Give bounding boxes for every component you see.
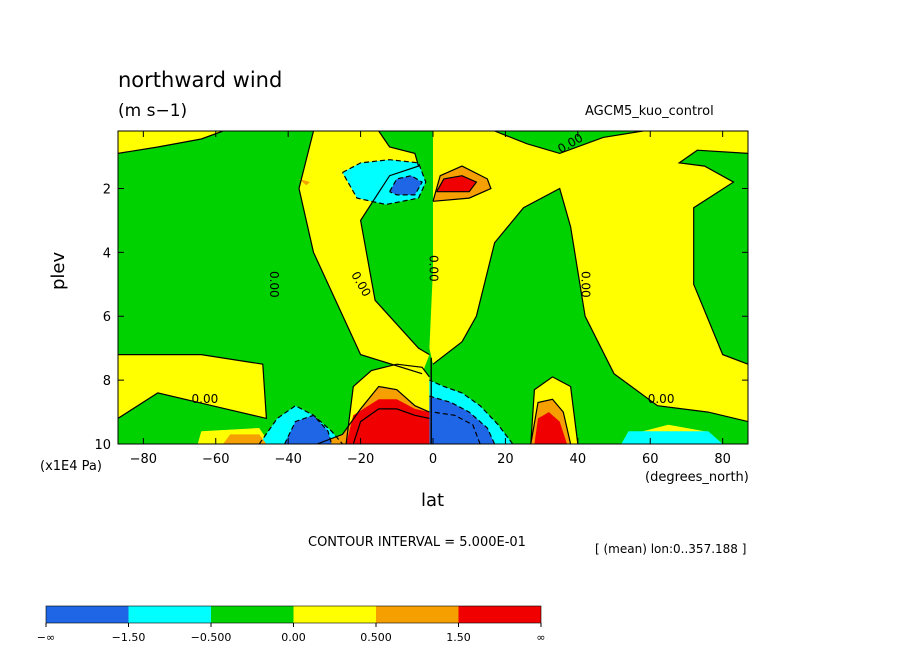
x-axis-units: (degrees_north) bbox=[645, 470, 749, 485]
contour-region-pos-mid bbox=[299, 178, 310, 186]
contour-line bbox=[530, 398, 572, 444]
contour-line bbox=[352, 408, 430, 444]
colorbar-swatch bbox=[293, 606, 376, 623]
colorbar-label: −∞ bbox=[37, 631, 55, 644]
contour-region-neg-low bbox=[621, 431, 723, 444]
contour-region-pos-low bbox=[118, 131, 223, 154]
contour-region-pos-high bbox=[346, 399, 430, 444]
x-tick-label: 60 bbox=[642, 452, 659, 467]
y-tick-label: 2 bbox=[103, 182, 111, 197]
contour-label: 0.00 bbox=[267, 271, 281, 298]
contour-region-neg-mid bbox=[429, 396, 495, 444]
contour-line bbox=[359, 131, 430, 356]
contour-line bbox=[677, 149, 748, 365]
contour-region-pos-low bbox=[429, 131, 748, 422]
contour-region-pos-high bbox=[436, 175, 477, 192]
contour-line-negative bbox=[432, 411, 481, 444]
dataset-label: AGCM5_kuo_control bbox=[585, 104, 714, 119]
contour-line bbox=[432, 187, 748, 423]
contour-line-negative bbox=[341, 159, 427, 206]
y-tick-label: 10 bbox=[94, 438, 111, 453]
colorbar-label: 1.50 bbox=[446, 631, 471, 644]
contour-label: 0.00 bbox=[427, 255, 441, 282]
contour-line bbox=[316, 385, 430, 444]
colorbar-label: −1.50 bbox=[112, 631, 146, 644]
y-axis-units: (x1E4 Pa) bbox=[40, 459, 102, 474]
contour-line bbox=[530, 376, 579, 444]
x-tick-label: −60 bbox=[202, 452, 229, 467]
x-tick-label: −40 bbox=[274, 452, 301, 467]
y-axis-label: plev bbox=[48, 251, 69, 290]
colorbar-swatch bbox=[376, 606, 459, 623]
contour-line-negative bbox=[389, 175, 423, 196]
contour-line-negative bbox=[258, 404, 343, 444]
contour-interval-text: CONTOUR INTERVAL = 5.000E-01 bbox=[308, 535, 526, 550]
contour-region-pos-high bbox=[534, 412, 567, 444]
contour-region-neg-mid bbox=[389, 175, 423, 195]
contour-line-negative bbox=[429, 395, 496, 444]
contour-region-pos-low bbox=[118, 354, 267, 419]
contour-line bbox=[494, 131, 644, 155]
colorbar-label: −0.500 bbox=[191, 631, 232, 644]
contour-line bbox=[345, 363, 430, 444]
contour-line bbox=[436, 175, 478, 193]
colorbar-swatch bbox=[458, 606, 541, 623]
colorbar-swatch bbox=[211, 606, 294, 623]
contour-line bbox=[432, 165, 492, 202]
contour-label: 0.00 bbox=[648, 392, 675, 406]
y-tick-label: 8 bbox=[103, 374, 111, 389]
colorbar-label: 0.00 bbox=[281, 631, 306, 644]
contour-line-negative bbox=[284, 414, 333, 444]
x-tick-label: 80 bbox=[714, 452, 731, 467]
x-tick-label: −20 bbox=[347, 452, 374, 467]
chart-units: (m s−1) bbox=[118, 101, 188, 121]
x-tick-label: 20 bbox=[497, 452, 514, 467]
y-tick-label: 4 bbox=[103, 246, 111, 261]
contour-label: 0.00 bbox=[192, 392, 219, 406]
contour-label: 0.00 bbox=[579, 271, 593, 298]
colorbar-swatch bbox=[46, 606, 129, 623]
contour-line bbox=[118, 131, 224, 154]
colorbar-label: 0.500 bbox=[360, 631, 392, 644]
colorbar-label: ∞ bbox=[536, 631, 545, 644]
contour-line bbox=[118, 354, 268, 420]
contour-region-pos-mid bbox=[223, 434, 267, 444]
contour-region-neg-mid bbox=[284, 415, 332, 444]
x-tick-label: 40 bbox=[570, 452, 587, 467]
contour-line bbox=[298, 131, 423, 375]
y-tick-label: 6 bbox=[103, 310, 111, 325]
mean-info-text: [ (mean) lon:0..357.188 ] bbox=[595, 542, 747, 556]
x-axis-label: lat bbox=[421, 490, 445, 511]
chart-title: northward wind bbox=[118, 68, 283, 92]
contour-line-negative bbox=[429, 379, 514, 444]
x-tick-label: 0 bbox=[429, 452, 437, 467]
contour-region-pos-low bbox=[299, 131, 430, 374]
colorbar-swatch bbox=[128, 606, 211, 623]
x-tick-label: −80 bbox=[130, 452, 157, 467]
